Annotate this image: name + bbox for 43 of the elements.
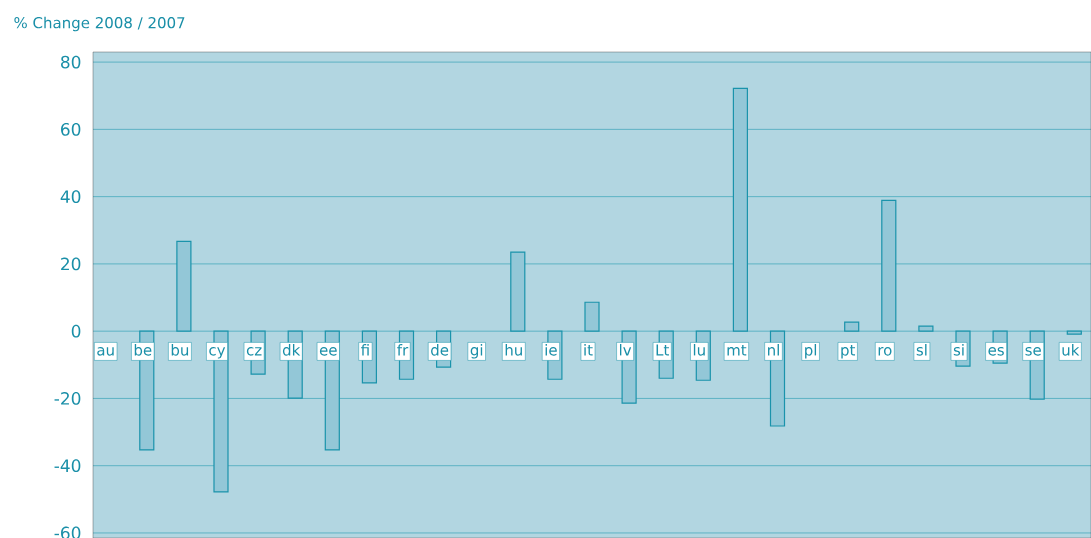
x-tick-label: si [953, 344, 964, 356]
y-tick-label: 60 [61, 122, 81, 136]
x-tick-label: ie [545, 344, 557, 356]
x-tick-label: ee [319, 347, 337, 356]
x-tick-label: lv [619, 344, 632, 356]
x-tick-label: bu [171, 344, 189, 356]
y-tick-label: 0 [71, 324, 81, 338]
bar [844, 321, 860, 332]
x-tick-label: Lt [656, 344, 669, 356]
x-tick-label: fi [361, 344, 369, 356]
bar [881, 199, 897, 332]
chart-title: % Change 2008 / 2007 [14, 16, 185, 32]
x-tick-label: gi [470, 344, 483, 359]
x-tick-label: au [97, 347, 114, 356]
y-tick-label: -40 [54, 459, 81, 473]
bar [584, 301, 600, 332]
y-tick-label: 20 [61, 257, 81, 271]
x-tick-label: es [988, 347, 1004, 356]
x-tick-label: se [1025, 347, 1041, 356]
bar [176, 240, 192, 332]
y-tick-label: 40 [60, 190, 81, 204]
y-tick-label: 80 [61, 55, 81, 69]
x-tick-label: pl [805, 344, 817, 359]
bar [1066, 330, 1082, 335]
x-tick-label: dk [282, 344, 301, 356]
bar [732, 87, 748, 332]
bar [918, 325, 934, 332]
x-tick-label: be [134, 344, 152, 356]
x-tick-label: nl [768, 344, 779, 356]
x-tick-label: lu [693, 344, 705, 356]
x-tick-label: pt [841, 344, 856, 359]
x-tick-label: sl [916, 344, 927, 356]
x-tick-label: uk [1062, 344, 1080, 356]
x-tick-label: cy [209, 347, 226, 359]
x-tick-label: it [584, 344, 593, 356]
y-tick-label: -20 [54, 391, 81, 405]
x-tick-label: cz [246, 347, 262, 356]
x-tick-label: hu [505, 344, 522, 356]
x-tick-label: mt [727, 344, 747, 356]
bar [510, 251, 526, 332]
x-tick-label: fr [397, 344, 409, 356]
x-tick-label: de [431, 344, 449, 356]
x-tick-label: ro [878, 347, 892, 356]
